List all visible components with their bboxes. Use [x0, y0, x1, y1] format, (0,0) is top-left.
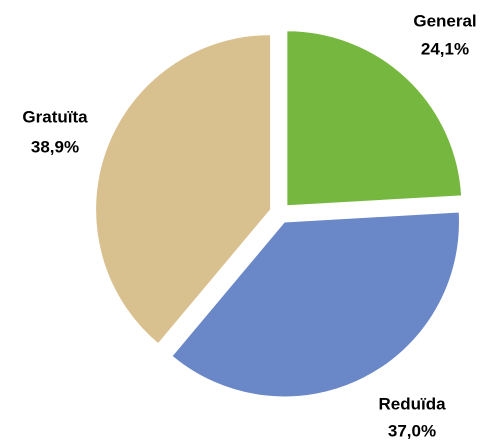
- slice-label: Reduïda: [378, 394, 446, 413]
- slice-label: Gratuïta: [22, 107, 88, 126]
- pie-slice: [286, 30, 463, 207]
- slice-label: General: [413, 11, 476, 30]
- pie-slice: [171, 211, 460, 398]
- pie-slice: [95, 34, 272, 345]
- slice-value-label: 37,0%: [388, 421, 436, 440]
- slice-value-label: 24,1%: [421, 39, 469, 58]
- slice-value-label: 38,9%: [31, 137, 79, 156]
